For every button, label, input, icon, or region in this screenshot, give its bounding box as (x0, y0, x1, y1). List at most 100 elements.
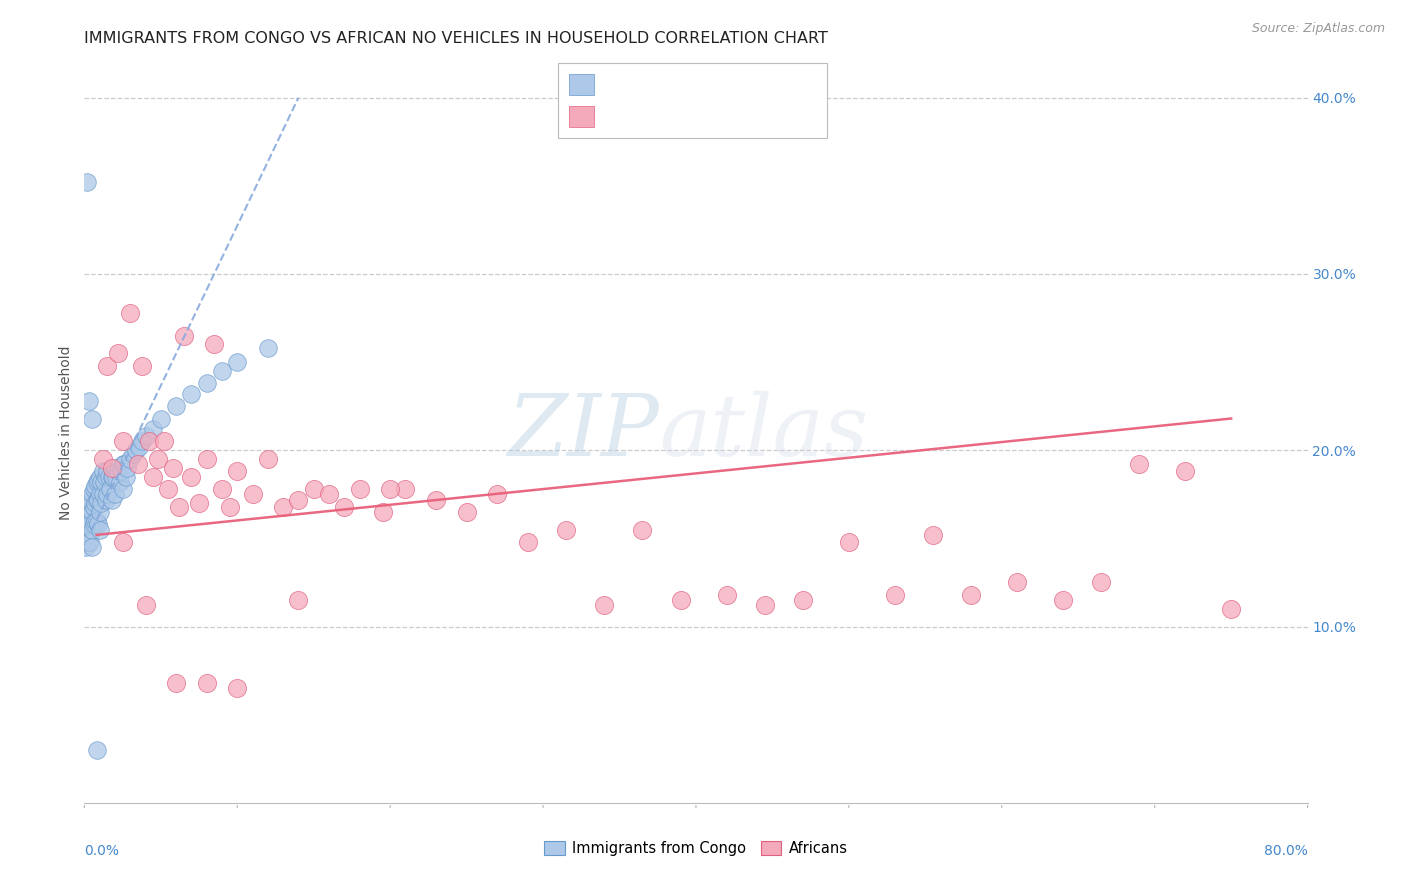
Point (138, 434, 160, 449)
Point (96, 487, 118, 501)
Point (287, 492, 309, 507)
Point (165, 676, 187, 690)
Point (86, 743, 108, 757)
Point (115, 461, 138, 475)
Point (96, 464, 118, 478)
Point (87, 473, 110, 487)
Point (131, 359, 153, 373)
Point (76, 523, 98, 537)
Point (77, 514, 100, 528)
Point (91, 487, 114, 501)
Point (111, 434, 134, 449)
Point (77, 496, 100, 510)
Point (188, 496, 211, 510)
Point (146, 452, 169, 467)
Point (153, 434, 176, 449)
Text: R =: R = (602, 76, 634, 91)
Point (86, 492, 108, 507)
Point (127, 458, 149, 472)
Point (516, 535, 538, 549)
Point (84, 514, 107, 528)
Point (1090, 575, 1112, 590)
Point (101, 492, 124, 507)
Point (202, 337, 225, 351)
Point (101, 461, 124, 475)
Point (111, 458, 134, 472)
Point (226, 681, 249, 696)
Point (112, 458, 135, 472)
Point (107, 464, 129, 478)
Text: N =: N = (688, 108, 728, 123)
Point (195, 676, 218, 690)
Point (165, 399, 187, 413)
Point (110, 464, 132, 478)
Point (120, 452, 142, 467)
Point (1052, 593, 1074, 607)
Point (98, 482, 121, 496)
Point (754, 599, 776, 613)
Point (114, 469, 136, 483)
Point (79, 535, 101, 549)
Text: 80.0%: 80.0% (1264, 844, 1308, 857)
Point (86, 475, 108, 489)
Point (180, 387, 202, 401)
Text: 0.198: 0.198 (633, 76, 679, 91)
Point (1128, 458, 1150, 472)
Point (135, 599, 157, 613)
Point (425, 492, 447, 507)
Point (107, 346, 129, 360)
Point (79, 492, 101, 507)
Point (631, 523, 654, 537)
Point (302, 482, 325, 496)
Point (80, 540, 103, 554)
Point (80, 505, 103, 519)
Point (91, 452, 114, 467)
Point (111, 535, 134, 549)
Point (90, 475, 112, 489)
Point (195, 452, 218, 467)
Point (287, 593, 309, 607)
Point (83, 517, 105, 532)
Point (318, 487, 340, 501)
Point (80, 523, 103, 537)
Point (84, 478, 107, 492)
Point (104, 461, 127, 475)
Point (75, 523, 97, 537)
Point (149, 411, 172, 425)
Point (792, 593, 814, 607)
Point (89, 523, 111, 537)
FancyBboxPatch shape (569, 74, 593, 95)
Point (333, 500, 356, 514)
Point (456, 505, 478, 519)
Point (157, 482, 180, 496)
Point (1220, 602, 1243, 616)
Point (142, 422, 165, 436)
Point (883, 588, 905, 602)
Point (716, 588, 738, 602)
Point (91, 464, 114, 478)
Point (77, 535, 100, 549)
Point (960, 588, 983, 602)
Point (195, 376, 218, 391)
Point (838, 535, 860, 549)
Point (555, 523, 578, 537)
Point (167, 500, 190, 514)
Point (669, 593, 692, 607)
Point (76, 505, 98, 519)
Point (1174, 464, 1197, 478)
Point (84, 496, 107, 510)
Point (211, 364, 233, 378)
Point (394, 482, 416, 496)
Point (87, 517, 110, 532)
Point (79, 517, 101, 532)
Point (122, 447, 145, 461)
Legend: Immigrants from Congo, Africans: Immigrants from Congo, Africans (538, 836, 853, 863)
Point (83, 500, 105, 514)
Point (380, 482, 402, 496)
Point (89, 469, 111, 483)
Point (135, 429, 157, 443)
Point (226, 355, 249, 369)
Point (486, 487, 509, 501)
Point (76, 535, 98, 549)
Point (257, 341, 280, 355)
